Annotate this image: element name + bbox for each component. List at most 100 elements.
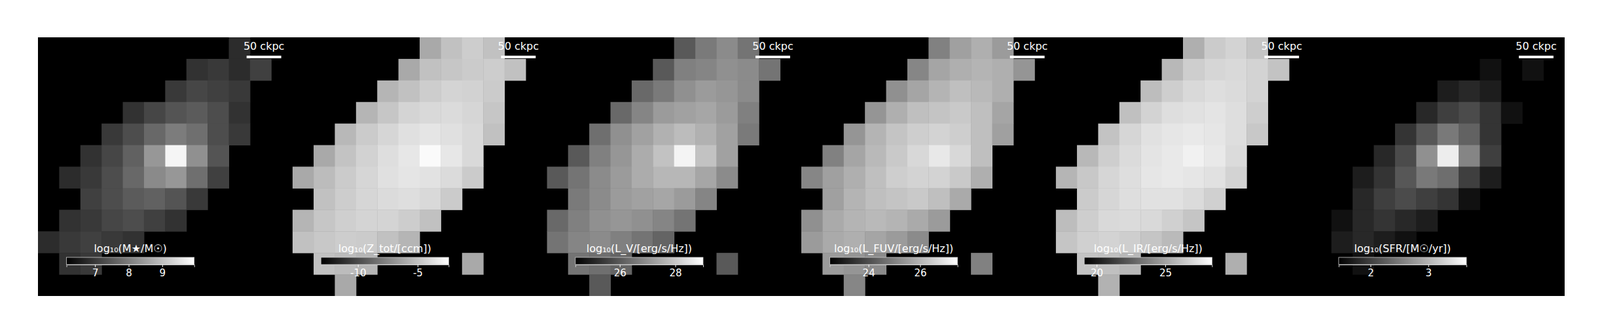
cell xyxy=(313,209,336,232)
cell xyxy=(970,80,993,103)
cell xyxy=(1437,166,1460,189)
cell xyxy=(1458,123,1481,146)
cell xyxy=(1395,166,1417,189)
cell xyxy=(398,209,421,232)
cell xyxy=(207,58,230,81)
cell xyxy=(462,123,484,146)
cell xyxy=(440,145,463,167)
cell xyxy=(144,187,166,210)
colorbar-axis: 2025 xyxy=(1084,264,1213,279)
cell xyxy=(207,102,230,124)
colorbar-label: log₁₀(Z_tot/[ccm]) xyxy=(338,242,432,256)
cell xyxy=(843,166,866,189)
cell xyxy=(1055,166,1078,189)
cell xyxy=(864,209,887,232)
cell xyxy=(674,123,696,146)
cell xyxy=(483,58,505,81)
tick-label: 2 xyxy=(1367,267,1375,279)
cell xyxy=(1374,145,1396,167)
cell xyxy=(1437,123,1460,146)
cell xyxy=(716,145,738,167)
cell xyxy=(462,145,484,167)
cell xyxy=(695,145,717,167)
cell xyxy=(928,187,950,210)
cell xyxy=(58,166,81,189)
cell xyxy=(843,209,866,232)
cell xyxy=(356,209,378,232)
cell xyxy=(186,80,209,103)
cell xyxy=(1225,123,1248,146)
cell xyxy=(123,209,145,232)
cell xyxy=(652,123,675,146)
cell xyxy=(928,166,950,189)
cell xyxy=(1203,102,1226,124)
cell xyxy=(864,166,887,189)
cell xyxy=(440,37,463,59)
cell xyxy=(483,80,505,103)
cell xyxy=(737,102,760,124)
cell xyxy=(419,102,442,124)
cell xyxy=(1182,80,1205,103)
cell xyxy=(631,102,654,124)
cell xyxy=(101,187,124,210)
cell xyxy=(1374,187,1396,210)
cell xyxy=(674,80,696,103)
cell xyxy=(356,123,378,146)
cell xyxy=(377,123,399,146)
cell xyxy=(164,166,187,189)
cell xyxy=(398,123,421,146)
cell xyxy=(144,209,166,232)
cell xyxy=(164,209,187,232)
cell xyxy=(1162,102,1184,124)
cell xyxy=(313,166,336,189)
cell xyxy=(186,102,209,124)
cell xyxy=(843,187,866,210)
cell xyxy=(1119,166,1142,189)
cell xyxy=(1076,166,1099,189)
cell xyxy=(207,145,230,167)
cell xyxy=(695,80,717,103)
panel: 50 ckpclog₁₀(L_IR/[erg/s/Hz])2025 xyxy=(1055,37,1303,297)
cell xyxy=(631,145,654,167)
cell xyxy=(377,80,399,103)
cell xyxy=(356,187,378,210)
cell xyxy=(377,187,399,210)
cell xyxy=(843,145,866,167)
cell xyxy=(1416,102,1438,124)
scale-bar-label: 50 ckpc xyxy=(498,39,539,53)
colorbar xyxy=(66,257,195,265)
cell xyxy=(144,145,166,167)
cell xyxy=(123,187,145,210)
colorbar-axis-line xyxy=(575,265,704,268)
cell xyxy=(398,58,421,81)
cell xyxy=(992,123,1015,146)
cell xyxy=(1395,145,1417,167)
cell xyxy=(229,58,251,81)
cell xyxy=(631,209,654,232)
cell xyxy=(164,102,187,124)
tick-label: 26 xyxy=(614,267,627,279)
cell xyxy=(1416,209,1438,232)
cell xyxy=(928,37,950,59)
cell xyxy=(1437,102,1460,124)
colorbar-axis: 2426 xyxy=(830,264,958,279)
colorbar-axis: 23 xyxy=(1338,264,1467,279)
cell xyxy=(377,166,399,189)
scale-bar-label: 50 ckpc xyxy=(1261,39,1303,53)
cell xyxy=(186,166,209,189)
cell xyxy=(419,187,442,210)
cell xyxy=(589,187,611,210)
cell xyxy=(1162,187,1184,210)
cell xyxy=(610,166,633,189)
cell xyxy=(949,166,972,189)
cell xyxy=(674,102,696,124)
cell xyxy=(652,102,675,124)
cell xyxy=(1395,187,1417,210)
cell xyxy=(1458,187,1481,210)
tick: 28 xyxy=(669,264,683,279)
cell xyxy=(462,166,484,189)
cell xyxy=(398,166,421,189)
cell xyxy=(1395,209,1417,232)
cell xyxy=(398,187,421,210)
colorbar-axis-line xyxy=(830,265,958,268)
